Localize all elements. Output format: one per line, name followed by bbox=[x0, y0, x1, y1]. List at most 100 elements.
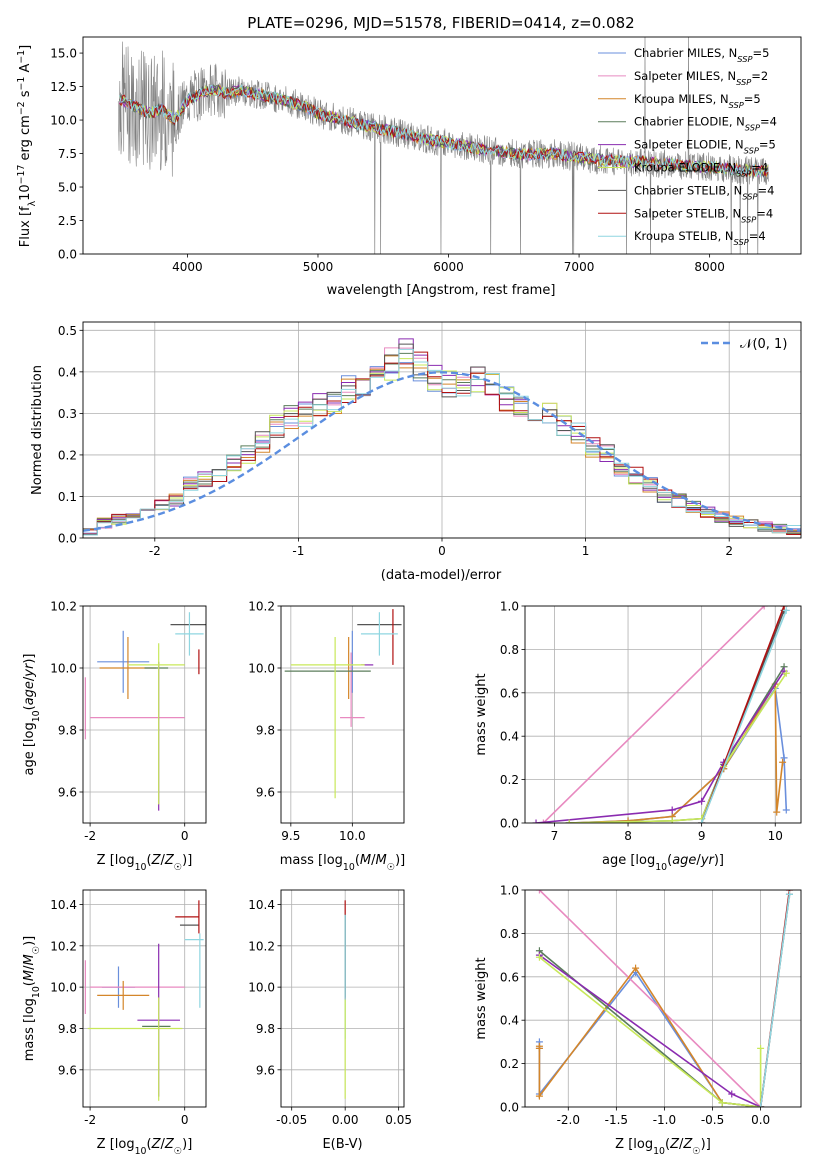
text-span: M bbox=[22, 954, 37, 965]
text-span: ( bbox=[22, 981, 37, 986]
chart-title: PLATE=0296, MJD=51578, FIBERID=0414, z=0… bbox=[247, 14, 634, 32]
y-tick-label: 0.3 bbox=[58, 407, 77, 421]
x-axis-label: age [log10(age/yr)] bbox=[602, 853, 724, 873]
text-span: )] bbox=[182, 1137, 192, 1152]
text-span: SSP bbox=[745, 123, 760, 133]
data-point-marker bbox=[780, 606, 788, 610]
legend-label: Chabrier ELODIE, NSSP=4 bbox=[634, 115, 777, 133]
text-span: =4 bbox=[760, 115, 777, 129]
data-point-marker bbox=[698, 819, 706, 823]
y-axis-label: mass [log10(M/M☉)] bbox=[22, 936, 42, 1062]
y-axis-label: age [log10(age/yr)] bbox=[22, 653, 42, 775]
y-tick-label: 0.4 bbox=[500, 730, 519, 744]
axes-frame bbox=[82, 605, 207, 824]
panel-age-vs-mass: 9.5 10.0 9.6 9.8 10.0 10.2 bbox=[248, 600, 405, 843]
legend-label: Kroupa STELIB, NSSP=4 bbox=[634, 229, 766, 247]
text-span: 10 bbox=[135, 862, 147, 873]
text-span: Z bbox=[151, 1137, 162, 1152]
text-span: SSP bbox=[741, 214, 756, 224]
legend-label: Chabrier STELIB, NSSP=4 bbox=[634, 183, 774, 201]
y-tick-label: 10.4 bbox=[50, 898, 77, 912]
plot-area-age-vs-Z bbox=[83, 606, 206, 823]
panel-residuals: -2 -1 0 1 2 0.0 0.1 0.2 0.3 0.4 0.5 bbox=[58, 321, 802, 558]
y-tick-label: 10.2 bbox=[248, 939, 275, 953]
y-tick-label: 15.0 bbox=[50, 47, 77, 61]
x-tick-label: 0.05 bbox=[385, 1113, 412, 1127]
panel-mass-weight-vs-age: 7 8 9 10 0.0 0.2 0.4 0.6 0.8 1.0 bbox=[500, 600, 802, 843]
y-tick-label: 0.5 bbox=[58, 324, 77, 338]
y-tick-label: 0.8 bbox=[500, 927, 519, 941]
y-axis-label: Normed distribution bbox=[30, 365, 45, 495]
series-line bbox=[538, 971, 761, 1107]
y-tick-label: 0.2 bbox=[58, 448, 77, 462]
y-tick-label: 10.0 bbox=[50, 114, 77, 128]
text-span: Salpeter MILES, N bbox=[634, 69, 736, 83]
text-span: Chabrier STELIB, N bbox=[634, 183, 742, 197]
y-tick-label: 9.8 bbox=[58, 724, 77, 738]
text-span: M bbox=[22, 970, 37, 981]
text-span: SSP bbox=[744, 146, 759, 156]
data-point-marker bbox=[757, 1103, 765, 1107]
series-line bbox=[569, 681, 784, 823]
series-line bbox=[538, 950, 761, 1107]
text-span: −17 bbox=[16, 165, 27, 185]
text-span: −1 bbox=[16, 50, 27, 64]
text-span: Z [log bbox=[97, 1137, 135, 1152]
text-span: )] bbox=[395, 853, 405, 868]
text-span: ☉ bbox=[174, 1146, 182, 1157]
text-span: =2 bbox=[751, 69, 768, 83]
text-span: =4 bbox=[749, 229, 766, 243]
text-span: A bbox=[18, 64, 33, 77]
text-span: E(B-V) bbox=[322, 1137, 362, 1152]
x-tick-label: 0 bbox=[438, 544, 446, 558]
series-line bbox=[538, 956, 762, 1107]
text-span: 10 bbox=[31, 986, 42, 998]
data-point-marker bbox=[668, 817, 676, 823]
text-span: / bbox=[371, 853, 376, 868]
plot-area-mass-vs-EBV bbox=[281, 890, 404, 1107]
y-axis-label: mass weight bbox=[474, 957, 489, 1039]
plot-area-age-vs-mass bbox=[281, 606, 404, 823]
x-tick-label: -2 bbox=[84, 1113, 96, 1127]
legend-label: Salpeter STELIB, NSSP=4 bbox=[634, 206, 773, 224]
data-point-marker bbox=[780, 754, 788, 762]
data-point-marker bbox=[539, 819, 547, 823]
data-point-marker bbox=[668, 806, 676, 814]
x-tick-label: 10 bbox=[768, 829, 783, 843]
legend-label: Kroupa ELODIE, NSSP=4 bbox=[634, 161, 768, 179]
x-tick-label: 8 bbox=[624, 829, 632, 843]
legend-label: Salpeter MILES, NSSP=2 bbox=[634, 69, 768, 87]
legend-label: Kroupa MILES, NSSP=5 bbox=[634, 92, 761, 110]
y-tick-label: 10.2 bbox=[50, 600, 77, 614]
y-axis-label: mass weight bbox=[474, 673, 489, 755]
y-tick-label: 9.6 bbox=[256, 786, 275, 800]
text-span: M bbox=[360, 853, 371, 868]
y-tick-label: 1.0 bbox=[500, 884, 519, 898]
y-tick-label: 5.0 bbox=[58, 181, 77, 195]
data-point-marker bbox=[757, 1044, 765, 1052]
text-span: Chabrier MILES, N bbox=[634, 46, 737, 60]
data-point-marker bbox=[698, 797, 706, 805]
x-tick-label: -2 bbox=[149, 544, 161, 558]
data-point-marker bbox=[535, 1092, 543, 1100]
x-axis-label: Z [log10(Z/Z☉)] bbox=[97, 853, 193, 873]
y-tick-label: 0.0 bbox=[58, 248, 77, 262]
axes-frame bbox=[82, 36, 802, 255]
y-tick-label: 10.0 bbox=[248, 981, 275, 995]
data-point-marker bbox=[782, 669, 790, 677]
x-tick-label: -2 bbox=[84, 829, 96, 843]
data-point-marker bbox=[785, 890, 793, 898]
text-span: ☉ bbox=[692, 1146, 700, 1157]
x-tick-label: 2 bbox=[725, 544, 733, 558]
legend-label-normal: 𝒩(0, 1) bbox=[740, 337, 787, 352]
plot-area-mass-weight-vs-age bbox=[525, 606, 801, 823]
data-spectrum-line bbox=[117, 37, 769, 254]
text-span: erg cm bbox=[18, 115, 33, 164]
text-span: / bbox=[160, 1137, 165, 1152]
x-tick-label: 0 bbox=[181, 829, 189, 843]
axes-frame bbox=[524, 889, 802, 1108]
legend-label: Chabrier MILES, NSSP=5 bbox=[634, 46, 769, 64]
series-line bbox=[538, 890, 762, 1107]
x-tick-label: 5000 bbox=[303, 260, 334, 274]
